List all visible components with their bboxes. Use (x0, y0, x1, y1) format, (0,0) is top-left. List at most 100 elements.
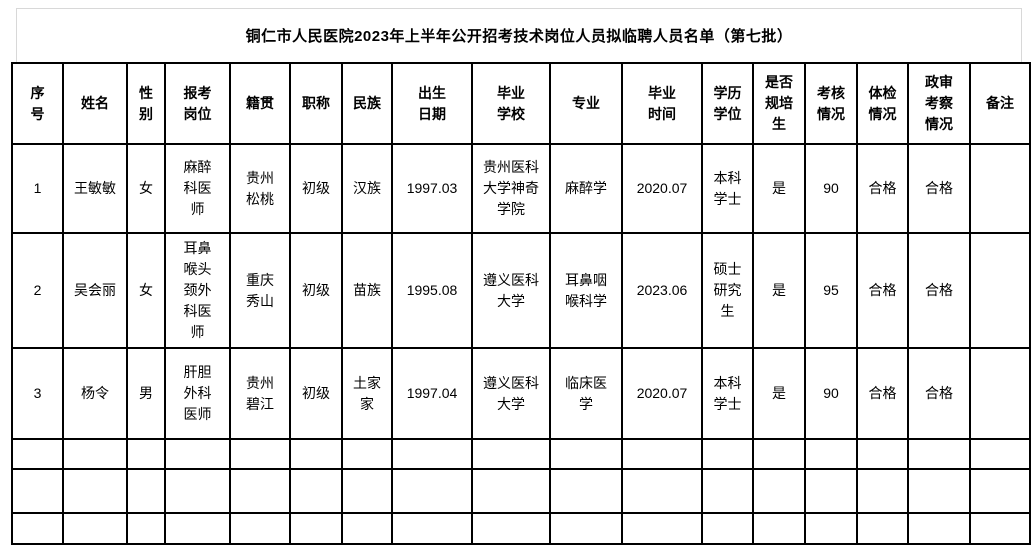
table-cell (969, 143, 1031, 234)
table-cell (907, 512, 971, 545)
column-header-physical-exam: 体检 情况 (856, 62, 909, 145)
table-cell: 肝胆 外科 医师 (164, 347, 231, 440)
table-cell (341, 468, 393, 514)
table-cell: 1995.08 (391, 232, 473, 349)
table-cell (969, 347, 1031, 440)
table-cell: 汉族 (341, 143, 393, 234)
table-cell (856, 468, 909, 514)
table-cell (164, 468, 231, 514)
table-cell (341, 438, 393, 470)
table-cell (471, 512, 551, 545)
table-row: 1 王敏敏 女 麻醉 科医 师 贵州 松桃 初级 汉族 1997.03 贵州医科… (11, 143, 1031, 234)
table-cell: 90 (804, 143, 858, 234)
table-cell (701, 438, 754, 470)
table-cell: 遵义医科 大学 (471, 232, 551, 349)
column-header-name: 姓名 (62, 62, 128, 145)
table-cell: 2023.06 (621, 232, 703, 349)
table-cell (804, 468, 858, 514)
table-cell: 合格 (856, 232, 909, 349)
table-cell (229, 512, 291, 545)
table-cell (701, 468, 754, 514)
table-cell: 3 (11, 347, 64, 440)
column-header-native-place: 籍贯 (229, 62, 291, 145)
column-header-position: 报考 岗位 (164, 62, 231, 145)
table-cell: 吴会丽 (62, 232, 128, 349)
column-header-degree: 学历 学位 (701, 62, 754, 145)
table-cell (752, 512, 806, 545)
table-cell (621, 438, 703, 470)
table-cell: 本科 学士 (701, 347, 754, 440)
table-cell: 1 (11, 143, 64, 234)
table-cell: 1997.03 (391, 143, 473, 234)
column-header-remarks: 备注 (969, 62, 1031, 145)
table-cell: 合格 (856, 143, 909, 234)
table-cell (969, 232, 1031, 349)
table-cell (391, 438, 473, 470)
table-row: 2 吴会丽 女 耳鼻 喉头 颈外 科医 师 重庆 秀山 初级 苗族 1995.0… (11, 232, 1031, 349)
header-row: 序 号 姓名 性 别 报考 岗位 籍贯 职称 民族 出生 日期 毕业 学校 专业… (11, 62, 1031, 145)
table-cell: 合格 (907, 347, 971, 440)
table-cell (11, 438, 64, 470)
table-cell (856, 512, 909, 545)
table-cell (969, 512, 1031, 545)
table-cell: 贵州 松桃 (229, 143, 291, 234)
table-cell: 是 (752, 143, 806, 234)
table-cell: 遵义医科 大学 (471, 347, 551, 440)
table-cell: 是 (752, 232, 806, 349)
table-cell (549, 512, 623, 545)
column-header-major: 专业 (549, 62, 623, 145)
table-row: 3 杨令 男 肝胆 外科 医师 贵州 碧江 初级 土家 家 1997.04 遵义… (11, 347, 1031, 440)
table-cell: 是 (752, 347, 806, 440)
table-cell: 麻醉 科医 师 (164, 143, 231, 234)
table-cell: 初级 (289, 143, 343, 234)
table-cell: 耳鼻 喉头 颈外 科医 师 (164, 232, 231, 349)
table-cell: 90 (804, 347, 858, 440)
table-cell: 2020.07 (621, 347, 703, 440)
table-cell: 王敏敏 (62, 143, 128, 234)
table-cell (907, 468, 971, 514)
column-header-index: 序 号 (11, 62, 64, 145)
table-cell (969, 438, 1031, 470)
table-cell (471, 438, 551, 470)
table-cell (229, 438, 291, 470)
table-cell: 1997.04 (391, 347, 473, 440)
column-header-ethnicity: 民族 (341, 62, 393, 145)
table-cell (391, 512, 473, 545)
column-header-graduation-time: 毕业 时间 (621, 62, 703, 145)
empty-table-row (11, 468, 1031, 514)
table-cell: 本科 学士 (701, 143, 754, 234)
table-cell (229, 468, 291, 514)
table-cell (341, 512, 393, 545)
table-cell: 女 (126, 143, 166, 234)
table-cell: 苗族 (341, 232, 393, 349)
table-cell (621, 512, 703, 545)
table-cell (289, 512, 343, 545)
table-cell (11, 512, 64, 545)
table-cell: 95 (804, 232, 858, 349)
table-cell: 2 (11, 232, 64, 349)
table-cell: 杨令 (62, 347, 128, 440)
table-cell (549, 468, 623, 514)
column-header-school: 毕业 学校 (471, 62, 551, 145)
table-cell: 合格 (907, 232, 971, 349)
table-cell (62, 468, 128, 514)
column-header-job-title: 职称 (289, 62, 343, 145)
table-cell (549, 438, 623, 470)
table-cell: 重庆 秀山 (229, 232, 291, 349)
table-cell (621, 468, 703, 514)
column-header-birth-date: 出生 日期 (391, 62, 473, 145)
table-cell (804, 438, 858, 470)
roster-table: 序 号 姓名 性 别 报考 岗位 籍贯 职称 民族 出生 日期 毕业 学校 专业… (11, 62, 1031, 545)
table-cell (289, 438, 343, 470)
table-cell (701, 512, 754, 545)
table-cell (752, 438, 806, 470)
empty-table-row (11, 512, 1031, 545)
table-cell: 硕士 研究 生 (701, 232, 754, 349)
column-header-gender: 性 别 (126, 62, 166, 145)
table-cell: 贵州 碧江 (229, 347, 291, 440)
table-cell (289, 468, 343, 514)
document-title: 铜仁市人民医院2023年上半年公开招考技术岗位人员拟临聘人员名单（第七批） (16, 8, 1022, 62)
table-cell (126, 468, 166, 514)
table-cell (907, 438, 971, 470)
table-cell: 麻醉学 (549, 143, 623, 234)
